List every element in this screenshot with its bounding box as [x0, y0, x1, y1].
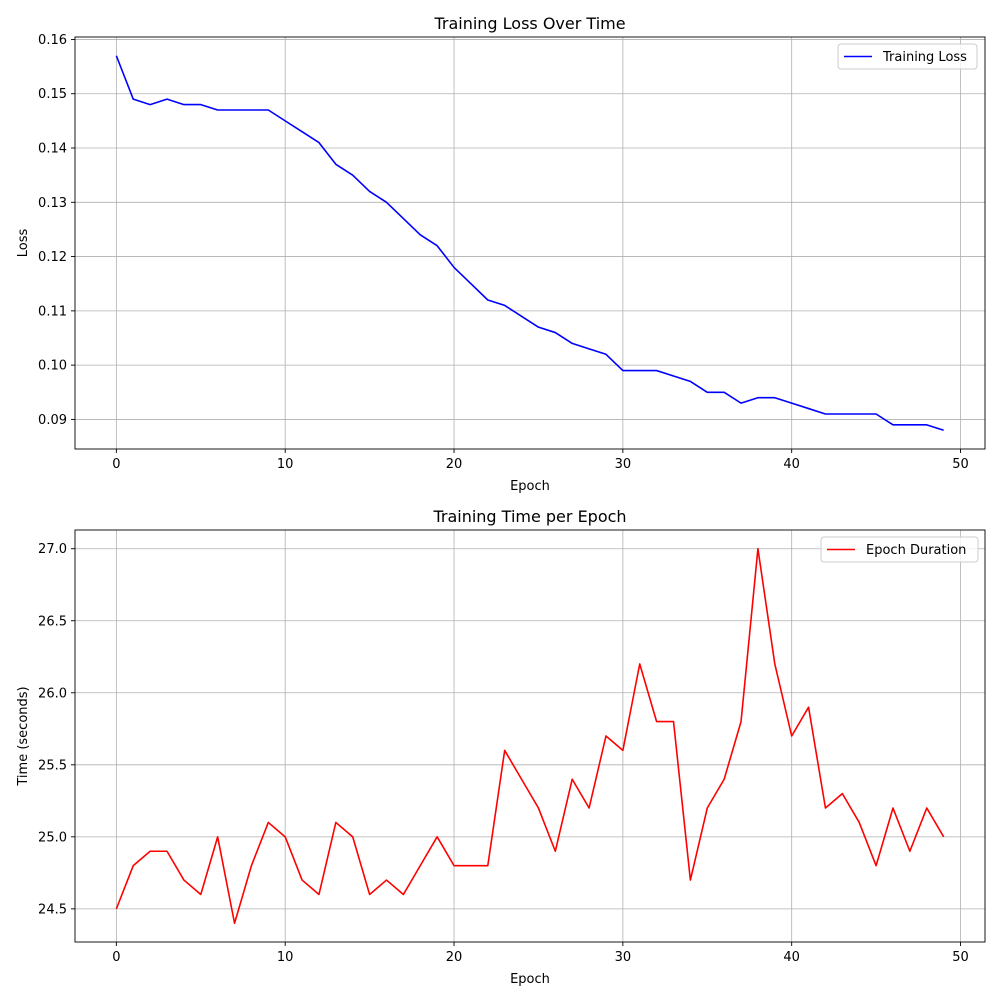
y-tick-label: 0.12 — [38, 250, 67, 265]
chart-title: Training Loss Over Time — [433, 14, 625, 33]
y-axis-label: Time (seconds) — [16, 686, 31, 786]
legend-label: Epoch Duration — [866, 543, 966, 558]
x-tick-label: 40 — [783, 457, 800, 472]
y-tick-label: 0.10 — [38, 359, 67, 374]
x-axis-label: Epoch — [510, 972, 550, 987]
x-tick-label: 30 — [615, 950, 632, 965]
x-tick-label: 10 — [277, 950, 294, 965]
legend-box — [837, 43, 978, 70]
y-tick-label: 26.0 — [38, 686, 67, 701]
legend: Training Loss — [837, 43, 978, 70]
y-tick-label: 24.5 — [38, 902, 67, 917]
x-tick-label: 0 — [112, 950, 120, 965]
y-tick-label: 0.16 — [38, 33, 67, 48]
x-tick-label: 20 — [446, 950, 463, 965]
axes-frame — [74, 529, 986, 943]
y-tick-label: 25.0 — [38, 830, 67, 845]
y-tick-label: 27.0 — [38, 542, 67, 557]
y-tick-label: 26.5 — [38, 614, 67, 629]
series-line-1 — [115, 547, 945, 925]
y-tick-label: 0.13 — [38, 196, 67, 211]
x-tick-label: 0 — [112, 457, 120, 472]
x-axis-label: Epoch — [510, 479, 550, 494]
chart-title: Training Time per Epoch — [432, 507, 626, 526]
x-tick-label: 10 — [277, 457, 294, 472]
y-tick-label: 0.11 — [38, 304, 67, 319]
y-tick-label: 25.5 — [38, 758, 67, 773]
x-tick-label: 40 — [783, 950, 800, 965]
axes-frame — [74, 36, 986, 450]
legend: Epoch Duration — [820, 536, 979, 563]
x-tick-label: 30 — [615, 457, 632, 472]
x-tick-label: 50 — [952, 457, 969, 472]
chart-panel-1: 0 10 20 30 40 50 0.09 0.10 0.11 0.12 0.13 0.14 0.15 0… — [16, 14, 986, 494]
series-line-1 — [115, 55, 944, 432]
y-tick-label: 0.09 — [38, 413, 67, 428]
chart-panel-2: 0 10 20 30 40 50 24.5 25.0 25.5 26.0 26.5 27.0 Train… — [16, 507, 986, 987]
y-axis-label: Loss — [16, 229, 31, 258]
legend-box — [820, 536, 979, 563]
x-tick-label: 20 — [446, 457, 463, 472]
y-tick-label: 0.15 — [38, 87, 67, 102]
x-tick-label: 50 — [952, 950, 969, 965]
legend-label: Training Loss — [882, 50, 967, 65]
y-tick-label: 0.14 — [38, 142, 67, 157]
